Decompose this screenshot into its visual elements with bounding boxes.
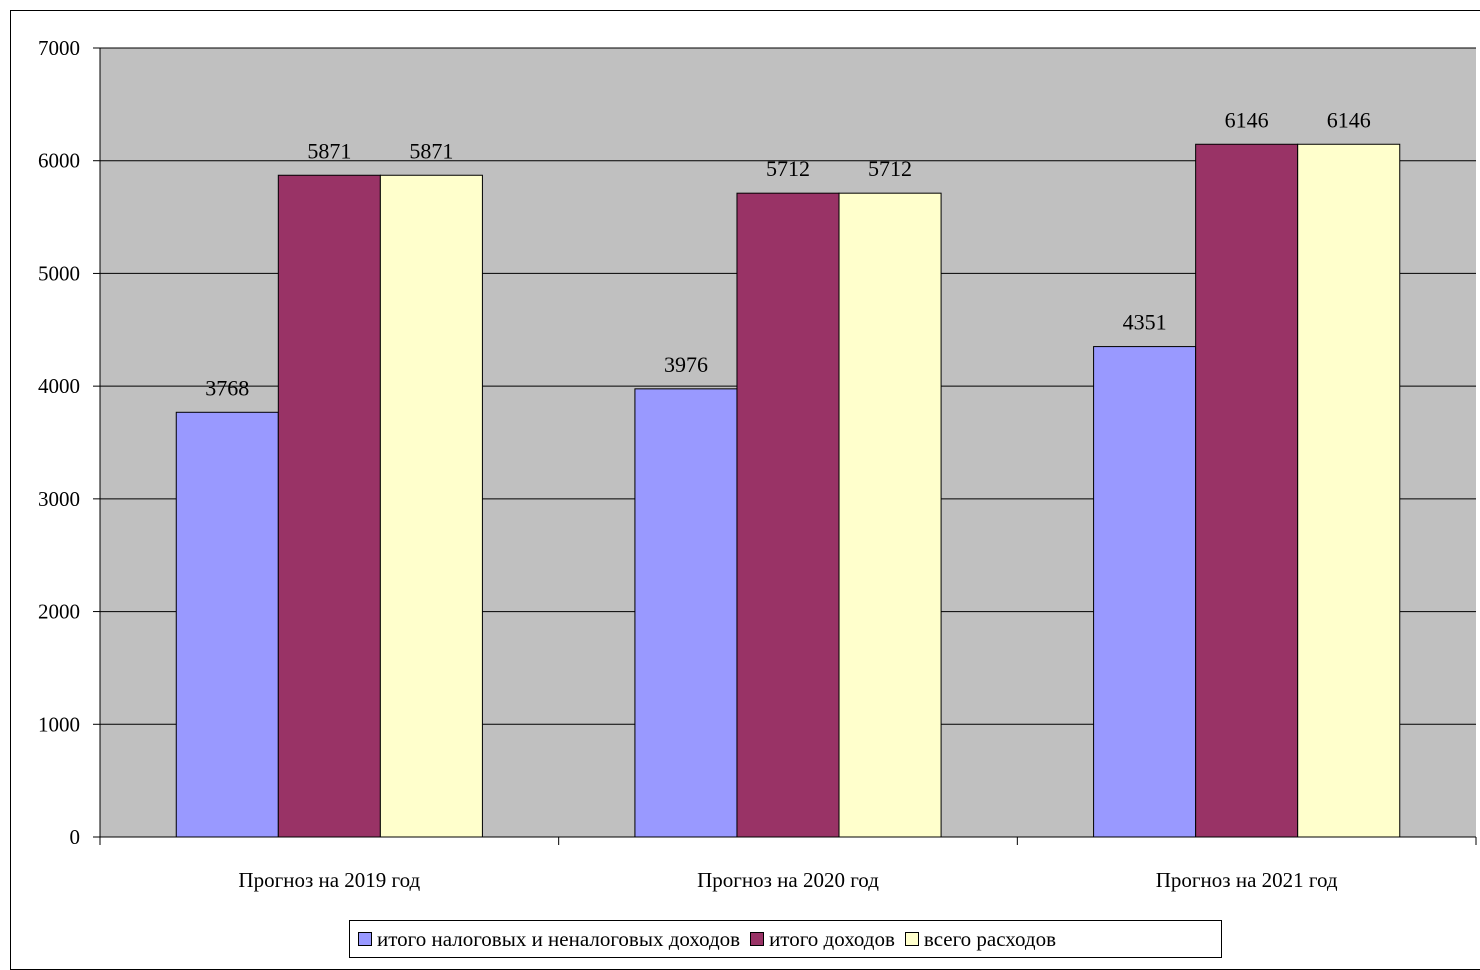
y-tick-label-5: 5000	[38, 261, 80, 285]
legend-item-series-1: итого доходов	[750, 927, 895, 952]
bars	[175, 143, 1401, 838]
bar-series-0-cat-2	[1093, 346, 1197, 838]
bar-series-0-cat-1	[634, 388, 738, 838]
x-tick-label-2: Прогноз на 2021 год	[1156, 868, 1338, 892]
data-label-series-0-cat-2: 4351	[1123, 310, 1167, 335]
bar-series-1-cat-0	[277, 174, 381, 838]
x-axis-ticks: Прогноз на 2019 год Прогноз на 2020 год Пр…	[99, 837, 1477, 892]
legend-swatch-series-2	[904, 932, 919, 946]
data-label-series-0-cat-1: 3976	[664, 352, 708, 377]
bar-series-2-cat-2	[1297, 143, 1401, 838]
data-label-series-0-cat-0: 3768	[205, 375, 249, 400]
legend-label-series-0: итого налоговых и неналоговых доходов	[377, 926, 741, 951]
data-label-series-1-cat-2: 6146	[1225, 107, 1269, 132]
legend-label-series-1: итого доходов	[769, 926, 895, 951]
data-label-series-2-cat-2: 6146	[1327, 107, 1371, 132]
bar-series-1-cat-1	[736, 192, 840, 838]
x-tick-label-1: Прогноз на 2020 год	[697, 868, 879, 892]
data-labels: 3768 5871 5871 3976 5712 5712 4351 6146 6146	[205, 107, 1370, 400]
data-label-series-2-cat-1: 5712	[868, 156, 912, 181]
y-tick-label-0: 0	[70, 825, 81, 849]
legend-label-series-2: всего расходов	[923, 926, 1056, 951]
y-tick-label-7: 7000	[38, 36, 80, 60]
y-tick-label-1: 1000	[38, 712, 80, 736]
legend-swatch-series-0	[358, 932, 372, 946]
data-label-series-1-cat-1: 5712	[766, 156, 810, 181]
bar-series-1-cat-2	[1195, 143, 1299, 838]
bar-series-2-cat-1	[838, 192, 942, 838]
bar-series-0-cat-0	[175, 411, 279, 838]
legend-item-series-0: итого налоговых и неналоговых доходов	[358, 927, 740, 952]
y-axis-ticks: 0 1000 2000 3000 4000 5000 6000 7000	[38, 36, 100, 849]
bar-series-2-cat-0	[379, 174, 483, 838]
y-tick-label-3: 3000	[38, 487, 80, 511]
y-tick-label-2: 2000	[38, 600, 80, 624]
data-label-series-2-cat-0: 5871	[409, 138, 453, 163]
y-tick-label-4: 4000	[38, 374, 80, 398]
x-tick-label-0: Прогноз на 2019 год	[238, 868, 420, 892]
y-tick-label-6: 6000	[38, 149, 80, 173]
axes	[99, 48, 1476, 838]
legend-item-series-2: всего расходов	[904, 926, 1056, 952]
legend-swatch-series-1	[750, 932, 765, 946]
data-label-series-1-cat-0: 5871	[307, 138, 351, 163]
legend: итого налоговых и неналоговых доходов ит…	[349, 920, 1222, 958]
